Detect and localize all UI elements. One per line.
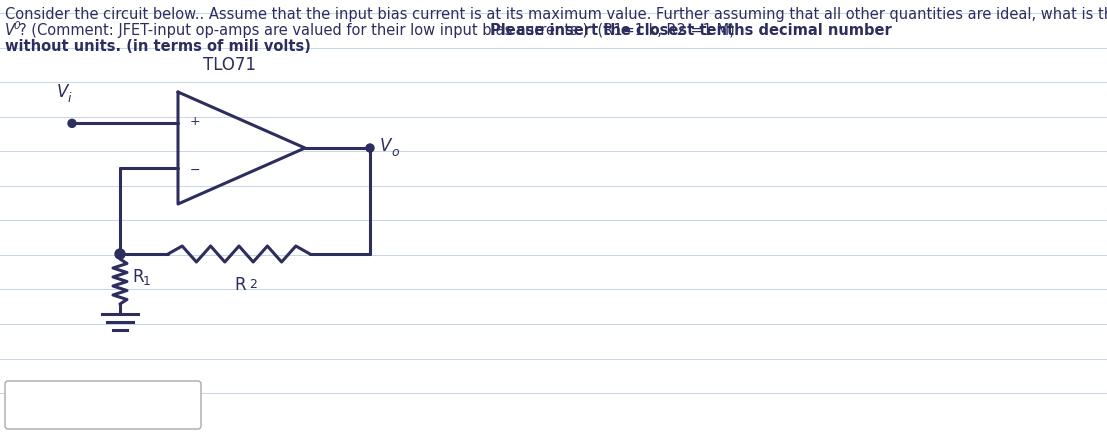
Circle shape [366,144,374,152]
Text: R: R [234,276,246,294]
Text: TLO71: TLO71 [203,56,256,74]
Text: Please insert the closest tenths decimal number: Please insert the closest tenths decimal… [490,23,892,38]
Text: ? (Comment: JFET-input op-amps are valued for their low input bias currents.)  (: ? (Comment: JFET-input op-amps are value… [19,23,739,38]
FancyBboxPatch shape [6,381,201,429]
Text: 1: 1 [143,275,151,288]
Text: without units. (in terms of mili volts): without units. (in terms of mili volts) [6,39,311,54]
Text: i: i [68,92,72,105]
Text: R: R [132,267,144,286]
Text: V: V [380,137,392,155]
Text: 2: 2 [249,278,257,291]
Text: V: V [56,83,69,102]
Text: −: − [190,164,200,177]
Circle shape [68,119,76,127]
Circle shape [115,249,125,259]
Text: o: o [391,146,399,159]
Text: Consider the circuit below.. Assume that the input bias current is at its maximu: Consider the circuit below.. Assume that… [6,7,1107,22]
Text: +: + [190,115,200,128]
Text: V: V [6,23,15,38]
Text: 0: 0 [13,21,20,31]
